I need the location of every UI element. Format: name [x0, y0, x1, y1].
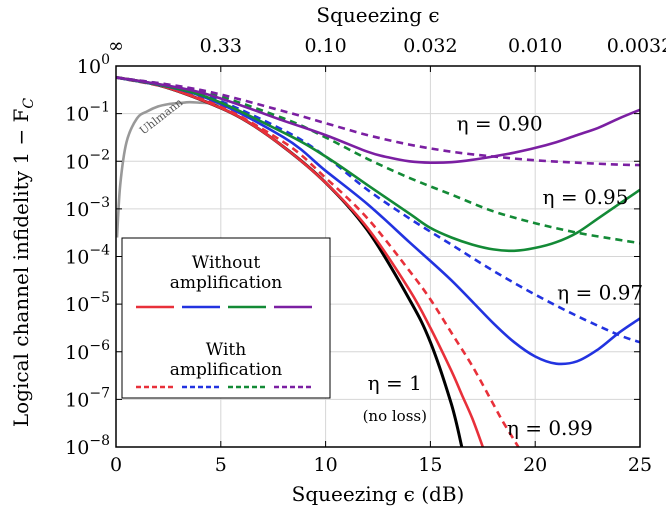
annotation-a95: η = 0.95	[543, 185, 629, 209]
y-tick-label: 10−7	[65, 385, 110, 411]
legend-text-1: amplification	[170, 273, 283, 293]
series-eta99_amp	[116, 76, 520, 447]
top-tick-label: 0.010	[508, 35, 562, 57]
series-eta95	[116, 76, 640, 253]
annotation-a90: η = 0.90	[457, 111, 543, 135]
y-tick-label: 100	[77, 52, 110, 78]
x-tick-label: 5	[215, 454, 227, 476]
y-tick-label: 10−1	[65, 100, 110, 126]
annotation-a99: η = 0.99	[507, 416, 593, 440]
y-tick-label: 10−3	[65, 195, 110, 221]
uhlmann-label: Uhlmann	[137, 96, 185, 138]
x-tick-label: 25	[628, 454, 652, 476]
x-tick-label: 10	[314, 454, 338, 476]
y-tick-label: 10−2	[65, 147, 110, 173]
top-axis-title: Squeezing ϵ	[316, 3, 439, 27]
x-tick-label: 0	[110, 454, 122, 476]
series-uhlmann	[116, 100, 221, 238]
series-eta99	[116, 76, 485, 447]
top-tick-label: 0.032	[403, 35, 457, 57]
y-tick-label: 10−5	[65, 290, 110, 316]
label-layer: 0 5 10 15 20 25 100 10−1 10−2 10−3 10−4 10−5 10−6 10−…	[9, 3, 666, 506]
x-axis-title: Squeezing ϵ (dB)	[292, 482, 465, 506]
x-tick-label: 15	[418, 454, 442, 476]
top-tick-label: 0.0032	[607, 35, 666, 57]
annotation-a1b: (no loss)	[363, 407, 427, 425]
x-tick-label: 20	[523, 454, 547, 476]
series-eta90_amp	[116, 76, 640, 167]
y-axis-title: Logical channel infidelity 1 − FC	[9, 98, 37, 428]
legend-text-0: Without	[192, 253, 261, 273]
annotation-a1: η = 1	[368, 371, 422, 395]
series-layer: Uhlmann	[116, 75, 640, 447]
series-eta90	[116, 76, 640, 165]
legend-box	[121, 237, 331, 399]
legend-text-2: With	[206, 340, 246, 360]
tick-layer	[115, 65, 641, 448]
top-tick-label: 0.33	[200, 35, 242, 57]
annotation-layer: η = 0.90 η = 0.95 η = 0.97 η = 0.99 η = 1 (no…	[363, 111, 644, 440]
top-tick-label: ∞	[108, 35, 124, 57]
y-tick-label: 10−8	[65, 433, 110, 459]
y-tick-label: 10−6	[65, 338, 110, 364]
series-eta97	[116, 76, 640, 366]
legend-text-3: amplification	[170, 360, 283, 380]
y-tick-label: 10−4	[65, 243, 110, 269]
annotation-a97: η = 0.97	[557, 280, 643, 304]
top-tick-label: 0.10	[304, 35, 346, 57]
